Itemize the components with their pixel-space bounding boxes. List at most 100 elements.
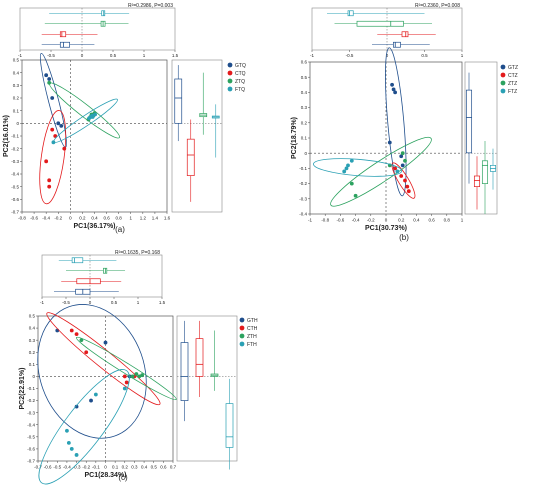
x-tick-label: -0.2 — [82, 465, 90, 470]
legend-marker — [500, 64, 506, 70]
data-point — [74, 332, 79, 337]
y-tick-label: 0 — [32, 374, 35, 379]
data-point — [93, 112, 98, 117]
data-point — [137, 374, 142, 379]
data-point — [403, 158, 407, 163]
side-box — [180, 342, 189, 401]
stats-label: R²=0.2986, P=0.003 — [128, 3, 173, 9]
y-tick-label: 0.2 — [301, 120, 308, 125]
side-box — [195, 338, 204, 377]
x-tick-label: 0.2 — [122, 465, 129, 470]
data-point — [89, 398, 93, 403]
side-box — [465, 89, 473, 154]
data-point — [65, 428, 69, 433]
top-tick-label: 0 — [89, 300, 92, 305]
top-box — [356, 20, 404, 27]
panel-c: -1 -0.5 0 0.5 1 1.5R²=0.1635, P=0.168-0.7 -0.6… — [19, 250, 258, 485]
data-point — [344, 166, 349, 171]
y-tick-label: -0.1 — [27, 386, 35, 391]
legend: GTQ CTQ ZTQ FTQ — [227, 62, 246, 93]
x-tick-label: -0.4 — [352, 218, 360, 223]
data-point — [399, 174, 404, 178]
data-point — [353, 193, 358, 198]
legend-marker — [227, 62, 233, 68]
side-box — [174, 78, 183, 124]
x-tick-label: 0.6 — [428, 218, 435, 223]
legend-label: CTZ — [508, 73, 518, 79]
stats-label: R²=0.1635, P=0.168 — [115, 250, 160, 256]
x-tick-label: -0.4 — [42, 216, 50, 221]
top-tick-label: 1 — [143, 53, 146, 58]
scatter-plot: -0.7 -0.6 -0.5 -0.4 -0.3 -0.2 -0.1 0 0.1 0.2 0.3 0.… — [27, 304, 177, 485]
top-box — [59, 31, 67, 38]
data-point — [122, 386, 127, 391]
y-tick-label: -0.3 — [27, 410, 35, 415]
side-box — [186, 138, 195, 176]
y-tick-label: -0.3 — [299, 196, 307, 201]
data-point — [47, 178, 52, 183]
top-boxplot: -1 -0.5 0 0.5 1 1.5 — [18, 7, 179, 58]
data-point — [50, 96, 55, 100]
x-tick-label: 0 — [104, 465, 107, 470]
x-tick-label: 0.1 — [112, 465, 119, 470]
data-point — [62, 146, 67, 151]
panel-caption: (a) — [115, 225, 125, 234]
data-point — [79, 338, 84, 343]
x-tick-label: 0 — [385, 218, 388, 223]
x-tick-label: 1.2 — [140, 216, 147, 221]
data-point — [66, 440, 71, 445]
x-tick-label: -0.4 — [63, 465, 71, 470]
legend-marker — [239, 325, 245, 331]
confidence-ellipse — [330, 136, 432, 207]
confidence-ellipse — [46, 312, 161, 406]
side-boxplot — [171, 59, 223, 213]
y-tick-label: -0.7 — [11, 210, 19, 215]
legend-marker — [227, 78, 233, 84]
data-point — [406, 189, 411, 194]
x-tick-label: -0.8 — [18, 216, 26, 221]
data-point — [393, 90, 398, 95]
data-point — [84, 350, 89, 355]
data-point — [393, 166, 398, 171]
top-boxplot: -1 -0.5 0 0.5 1 — [310, 7, 464, 58]
x-tick-label: 0.4 — [91, 216, 98, 221]
legend-marker — [500, 88, 506, 94]
panel-b: -1 -0.5 0 0.5 1R²=0.2360, P=0.008-1 -0.8 -0.6-… — [291, 3, 518, 242]
side-box — [225, 403, 234, 448]
y-tick-label: -0.2 — [11, 146, 19, 151]
scatter-plot: -0.8 -0.6 -0.4 -0.2 0 0.2 0.4 0.6 0.8 1 1.2 1.4 1.6 0… — [11, 52, 171, 221]
y-tick-label: 0 — [304, 151, 307, 156]
top-tick-label: -0.5 — [346, 53, 354, 58]
y-axis-title: PC2(18.79%) — [291, 117, 298, 159]
y-tick-label: -0.4 — [299, 212, 307, 217]
confidence-ellipse — [75, 336, 177, 401]
y-tick-label: -0.3 — [11, 159, 19, 164]
x-tick-label: 0.6 — [160, 465, 167, 470]
data-point — [69, 328, 74, 333]
legend-marker — [500, 72, 506, 78]
y-tick-label: -0.6 — [27, 447, 35, 452]
side-box — [481, 160, 489, 184]
top-tick-label: -0.5 — [62, 300, 70, 305]
y-tick-label: 0.1 — [29, 362, 36, 367]
top-tick-label: 0.5 — [111, 300, 118, 305]
y-tick-label: 0 — [16, 121, 19, 126]
data-point — [47, 80, 52, 85]
data-point — [342, 169, 347, 174]
data-point — [390, 82, 394, 87]
confidence-ellipse — [313, 158, 403, 177]
y-tick-label: 0.4 — [29, 326, 36, 331]
legend-label: GTH — [247, 318, 258, 324]
data-point — [130, 374, 135, 379]
data-point — [74, 453, 79, 457]
data-point — [44, 73, 49, 78]
x-tick-label: -0.1 — [92, 465, 100, 470]
legend: GTH CTH ZTH FTH — [239, 317, 258, 348]
legend-marker — [227, 86, 233, 92]
top-box — [71, 257, 84, 264]
top-tick-label: 1 — [137, 300, 140, 305]
y-axis-title: PC2(22.91%) — [19, 367, 26, 409]
top-box — [347, 10, 354, 17]
x-tick-label: -0.3 — [73, 465, 81, 470]
x-tick-label: 1 — [461, 218, 464, 223]
